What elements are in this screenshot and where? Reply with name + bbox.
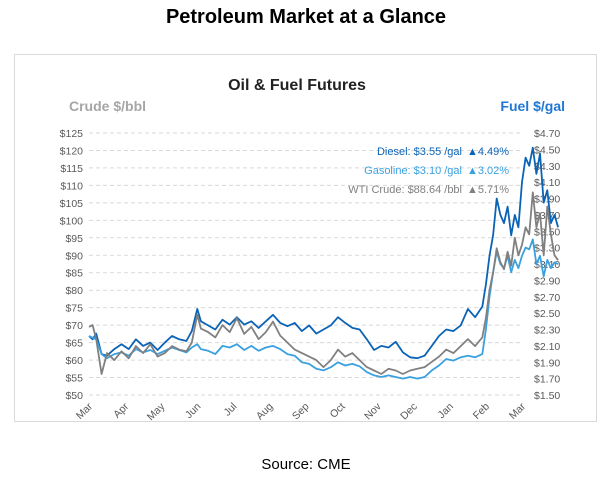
legend-change: ▲3.02% xyxy=(467,165,509,177)
left-tick-label: $80 xyxy=(65,285,83,297)
left-tick-label: $65 xyxy=(65,338,83,350)
x-tick-label: Jun xyxy=(183,401,204,422)
x-tick-label: Sep xyxy=(290,401,312,423)
x-tick-label: Dec xyxy=(398,401,420,423)
legend-change: ▲4.49% xyxy=(467,146,509,158)
legend-name: Diesel: xyxy=(377,146,414,158)
right-tick-label: $2.70 xyxy=(534,292,560,304)
right-tick-label: $4.70 xyxy=(534,128,560,140)
right-tick-label: $2.90 xyxy=(534,275,560,287)
oil-fuel-futures-chart: Oil & Fuel Futures Crude $/bbl Fuel $/ga… xyxy=(60,77,565,423)
series-line-diesel xyxy=(88,146,559,360)
left-tick-label: $90 xyxy=(65,250,83,262)
left-tick-label: $120 xyxy=(60,145,84,157)
right-tick-label: $3.90 xyxy=(534,194,560,206)
series-line-gasoline xyxy=(88,238,559,380)
left-tick-label: $70 xyxy=(65,320,83,332)
x-tick-label: Apr xyxy=(111,400,131,420)
left-tick-label: $105 xyxy=(60,198,84,210)
x-axis-ticks: Mar Apr May Jun Jul Aug Sep Oct Nov Dec Jan Feb Mar xyxy=(74,400,529,423)
left-tick-label: $95 xyxy=(65,233,83,245)
legend-value: $3.10 /gal xyxy=(414,165,462,177)
left-axis-label: Crude $/bbl xyxy=(69,98,146,114)
left-axis-ticks: $50 $55 $60 $65 $70 $75 $80 $85 $90 $95 $100 $105 $1… xyxy=(60,128,84,402)
x-tick-label: Jan xyxy=(435,401,456,422)
right-tick-label: $2.10 xyxy=(534,341,560,353)
legend-name: Gasoline: xyxy=(364,165,414,177)
series-layer xyxy=(88,146,559,380)
x-tick-label: May xyxy=(145,400,168,423)
x-tick-label: Nov xyxy=(362,400,384,422)
page-title: Petroleum Market at a Glance xyxy=(165,6,447,28)
right-tick-label: $2.50 xyxy=(534,308,560,320)
x-tick-label: Feb xyxy=(471,401,492,422)
right-tick-label: $4.10 xyxy=(534,177,560,189)
left-tick-label: $50 xyxy=(65,390,83,402)
source-note: Source: CME xyxy=(261,456,351,473)
right-axis-label: Fuel $/gal xyxy=(500,98,565,114)
x-tick-label: Mar xyxy=(507,400,529,422)
x-tick-label: Aug xyxy=(254,401,276,423)
series-line-wticrude xyxy=(88,191,559,375)
chart-title: Oil & Fuel Futures xyxy=(228,77,366,94)
legend-entry: Diesel: $3.55 /gal xyxy=(377,146,462,158)
right-tick-label: $1.70 xyxy=(534,374,560,386)
left-tick-label: $85 xyxy=(65,268,83,280)
left-tick-label: $110 xyxy=(60,180,83,192)
left-tick-label: $100 xyxy=(60,215,84,227)
right-tick-label: $1.50 xyxy=(534,390,560,402)
right-tick-label: $1.90 xyxy=(534,357,560,369)
left-tick-label: $75 xyxy=(65,303,83,315)
left-tick-label: $60 xyxy=(65,355,83,367)
left-tick-label: $125 xyxy=(60,128,84,140)
right-tick-label: $3.50 xyxy=(534,226,560,238)
legend-entry: Gasoline: $3.10 /gal xyxy=(364,165,462,177)
right-tick-label: $3.30 xyxy=(534,243,560,255)
right-tick-label: $2.30 xyxy=(534,325,560,337)
left-tick-label: $55 xyxy=(65,373,83,385)
legend-entry: WTI Crude: $88.64 /bbl xyxy=(348,184,462,196)
grid-layer xyxy=(89,132,522,396)
x-tick-label: Oct xyxy=(328,401,348,421)
x-tick-label: Jul xyxy=(221,401,239,419)
legend-value: $88.64 /bbl xyxy=(408,184,462,196)
legend: Diesel: $3.55 /gal ▲4.49% Gasoline: $3.10 … xyxy=(348,146,509,196)
chart-frame: Oil & Fuel Futures Crude $/bbl Fuel $/ga… xyxy=(14,54,597,423)
left-tick-label: $115 xyxy=(60,163,83,175)
legend-value: $3.55 /gal xyxy=(414,146,462,158)
legend-change: ▲5.71% xyxy=(467,184,509,196)
right-tick-label: $4.50 xyxy=(534,144,560,156)
legend-name: WTI Crude: xyxy=(348,184,407,196)
x-tick-label: Mar xyxy=(74,400,96,422)
